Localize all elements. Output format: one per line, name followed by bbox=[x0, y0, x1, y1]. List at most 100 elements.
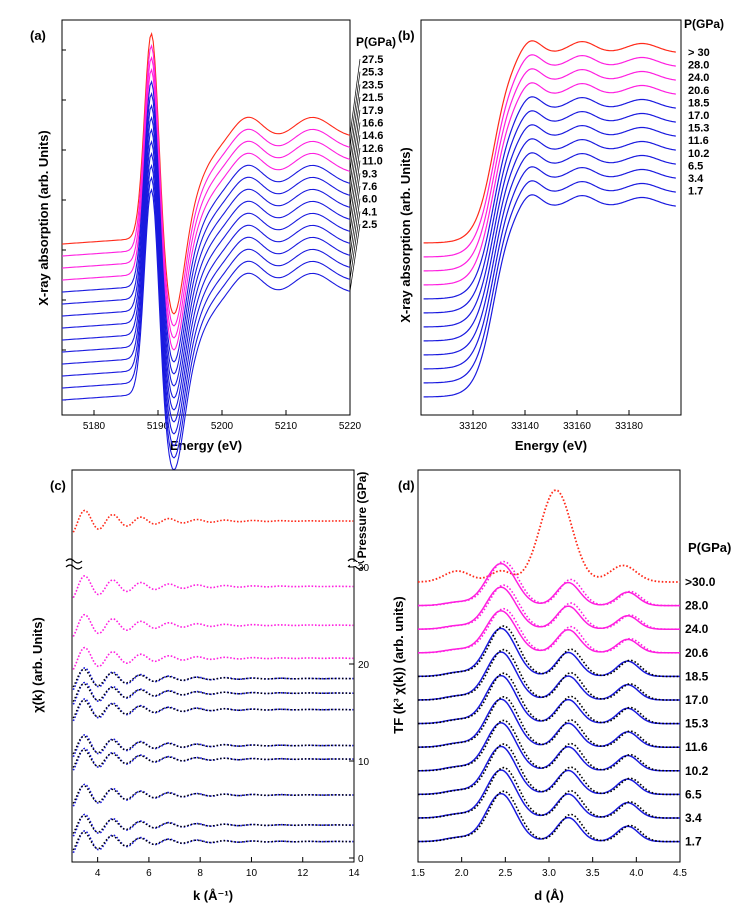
panel-a-pressure-label: 14.6 bbox=[362, 130, 383, 142]
panel-c-fit-1.7 bbox=[72, 831, 354, 851]
panel-d-fit-20.6 bbox=[418, 607, 680, 654]
panel-d-pressure-label: 11.6 bbox=[685, 740, 708, 754]
panel-d-fit-24.0 bbox=[418, 584, 680, 630]
panel-b-series-11.6 bbox=[423, 138, 676, 342]
panel-d-fit-10.2 bbox=[418, 719, 680, 772]
panel-c-y2tick-label: 20 bbox=[358, 660, 370, 671]
panel-a-pressure-label: 9.3 bbox=[362, 168, 377, 180]
panel-a-leader-line bbox=[349, 135, 361, 208]
panel-a-pressure-label: 23.5 bbox=[362, 79, 383, 91]
panel-a-ylabel: X-ray absorption (arb. Units) bbox=[36, 130, 51, 306]
panel-a-pressure-label: 2.5 bbox=[362, 219, 377, 231]
panel-a-leader-line bbox=[349, 198, 361, 268]
panel-b-label: (b) bbox=[398, 28, 415, 43]
panel-a-series-12.6 bbox=[61, 115, 351, 399]
panel-d-xtick-label: 1.5 bbox=[411, 868, 425, 879]
panel-a-series-27.5 bbox=[61, 31, 351, 315]
panel-d-xtick-label: 4.5 bbox=[673, 868, 687, 879]
panel-a-pressure-label: 7.6 bbox=[362, 181, 377, 193]
panel-a-label: (a) bbox=[30, 28, 46, 43]
panel-d-pressure-label: 28.0 bbox=[685, 599, 709, 613]
panel-b-frame bbox=[420, 19, 682, 416]
panel-a-pressure-label: 4.1 bbox=[362, 206, 377, 218]
panel-d-legend-title: P(GPa) bbox=[688, 540, 731, 555]
panel-d-pressure-label: 20.6 bbox=[685, 646, 709, 660]
panel-c-xtick-label: 12 bbox=[297, 868, 309, 879]
panel-a-leader-line bbox=[349, 84, 361, 160]
panel-a-pressure-label: 25.3 bbox=[362, 67, 383, 79]
panel-b-pressure-label: 6.5 bbox=[688, 160, 703, 172]
panel-c: (c) k (Å⁻¹) χ(k) (arb. Units) Pressure (… bbox=[30, 469, 370, 903]
panel-a-xtick-label: 5200 bbox=[211, 421, 234, 432]
panel-c-y2tick-label: 0 bbox=[358, 854, 364, 865]
panel-b-pressure-label: 18.5 bbox=[688, 97, 709, 109]
panel-c-xtick-label: 14 bbox=[348, 868, 360, 879]
panel-a-series-4.1 bbox=[61, 175, 351, 459]
panel-d-xtick-label: 2.0 bbox=[455, 868, 469, 879]
panel-d: (d) d (Å) TF (k³ χ(k)) (arb. units) P(GP… bbox=[391, 469, 731, 903]
panel-b-xtick-label: 33180 bbox=[615, 421, 643, 432]
panel-b-series-10.2 bbox=[423, 152, 676, 356]
panel-b-series-24.0 bbox=[423, 68, 676, 272]
panel-c-fit-6.5 bbox=[72, 784, 354, 804]
panel-d-pressure-label: 15.3 bbox=[685, 717, 709, 731]
panel-a-xtick-label: 5180 bbox=[83, 421, 106, 432]
panel-b-xtick-label: 33120 bbox=[459, 421, 487, 432]
panel-a-leader-line bbox=[349, 185, 361, 256]
panel-d-series->30.0 bbox=[417, 489, 680, 583]
panel-b-pressure-label: 3.4 bbox=[688, 173, 704, 185]
panel-b-ylabel: X-ray absorption (arb. Units) bbox=[398, 147, 413, 323]
panel-b-pressure-label: 11.6 bbox=[688, 135, 709, 147]
panel-a-pressure-label: 6.0 bbox=[362, 194, 377, 206]
panel-a-leader-line bbox=[349, 160, 361, 232]
panel-a-pressure-label: 11.0 bbox=[362, 156, 383, 168]
panel-d-fit-28.0 bbox=[418, 560, 680, 607]
panel-a-xtick-label: 5210 bbox=[275, 421, 298, 432]
panel-b-series-28.0 bbox=[423, 54, 676, 258]
panel-b-legend-title: P(GPa) bbox=[684, 17, 724, 31]
panel-b: (b) Energy (eV) X-ray absorption (arb. U… bbox=[398, 17, 724, 453]
panel-c-fit-3.4 bbox=[72, 815, 354, 834]
panel-d-pressure-label: 17.0 bbox=[685, 693, 709, 707]
panel-b-xtick-label: 33140 bbox=[511, 421, 539, 432]
panel-b-series-3.4 bbox=[423, 180, 676, 384]
panel-d-pressure-label: 1.7 bbox=[685, 835, 702, 849]
panel-d-fit-17.0 bbox=[418, 648, 680, 701]
panel-b-series-6.5 bbox=[423, 166, 676, 370]
panel-a-series-2.5 bbox=[61, 187, 351, 471]
panel-a-leader-line bbox=[349, 109, 361, 184]
panel-d-fit-3.4 bbox=[418, 766, 680, 819]
panel-a-series-16.6 bbox=[61, 91, 351, 375]
panel-c-xtick-label: 8 bbox=[197, 868, 203, 879]
panel-d-xtick-label: 2.5 bbox=[498, 868, 512, 879]
panel-d-pressure-label: 18.5 bbox=[685, 669, 709, 683]
panel-c-y2tick-label: 10 bbox=[358, 757, 370, 768]
panel-a-xtick-label: 5190 bbox=[147, 421, 170, 432]
panel-d-fit-1.7 bbox=[418, 790, 680, 843]
panel-a-pressure-label: 17.9 bbox=[362, 105, 383, 117]
panel-b-pressure-label: 1.7 bbox=[688, 186, 703, 198]
panel-c-xtick-label: 6 bbox=[146, 868, 152, 879]
panel-a-series-23.5 bbox=[61, 55, 351, 339]
panel-c-fit-11.6 bbox=[72, 735, 354, 755]
panel-b-pressure-label: 15.3 bbox=[688, 123, 709, 135]
panel-a-series-9.3 bbox=[61, 139, 351, 423]
panel-c-y2tick-label: 30 bbox=[358, 563, 370, 574]
panel-b-pressure-label: 17.0 bbox=[688, 110, 709, 122]
panel-a-pressure-label: 16.6 bbox=[362, 118, 383, 130]
panel-d-pressure-label: 10.2 bbox=[685, 764, 709, 778]
panel-a-leader-line bbox=[349, 211, 361, 280]
panel-a: (a) Energy (eV) X-ray absorption (arb. U… bbox=[30, 19, 396, 471]
panel-d-xtick-label: 3.0 bbox=[542, 868, 556, 879]
panel-d-ylabel: TF (k³ χ(k)) (arb. units) bbox=[391, 596, 406, 733]
panel-a-series-21.5 bbox=[61, 67, 351, 351]
panel-b-series-> 30 bbox=[423, 40, 676, 244]
panel-a-leader-line bbox=[349, 71, 361, 148]
panel-b-series-15.3 bbox=[423, 124, 676, 328]
panel-b-pressure-label: 20.6 bbox=[688, 85, 709, 97]
panel-a-series-25.3 bbox=[61, 43, 351, 327]
panel-b-xlabel: Energy (eV) bbox=[515, 438, 587, 453]
panel-d-pressure-label: >30.0 bbox=[685, 575, 716, 589]
panel-c-axis-break-left bbox=[65, 558, 83, 570]
panel-b-pressure-label: 24.0 bbox=[688, 72, 709, 84]
